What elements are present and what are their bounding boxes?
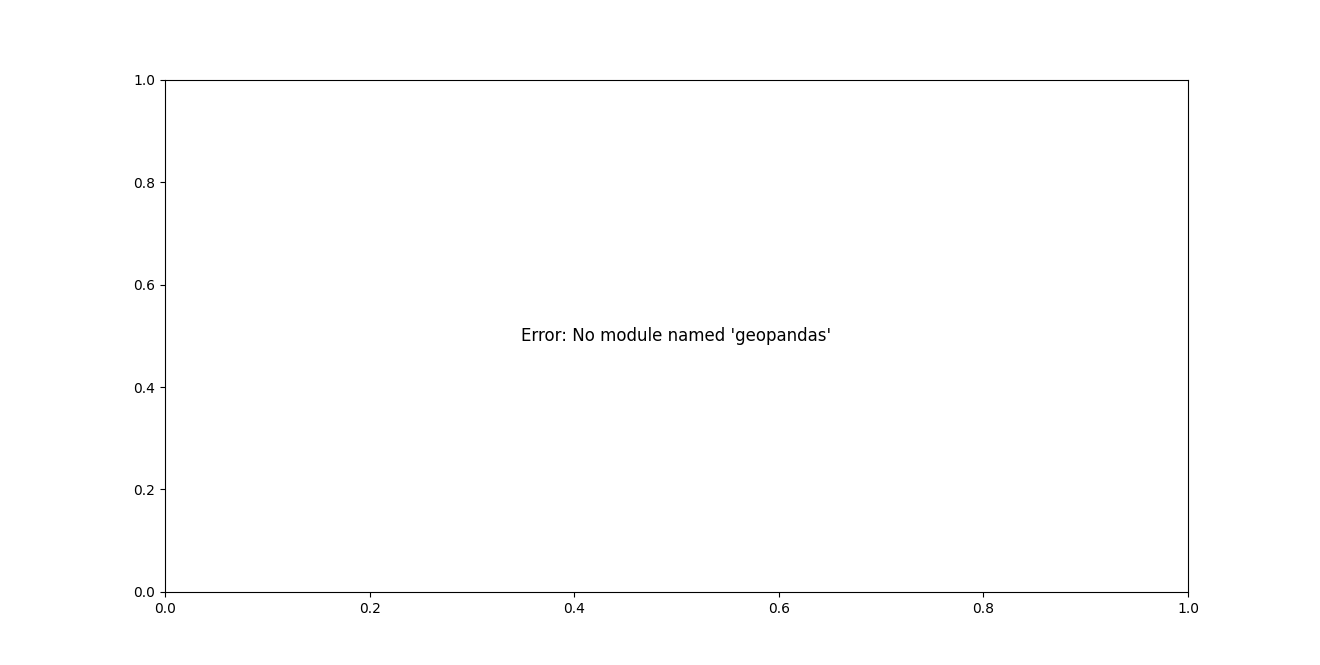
Text: Error: No module named 'geopandas': Error: No module named 'geopandas' — [521, 327, 832, 345]
